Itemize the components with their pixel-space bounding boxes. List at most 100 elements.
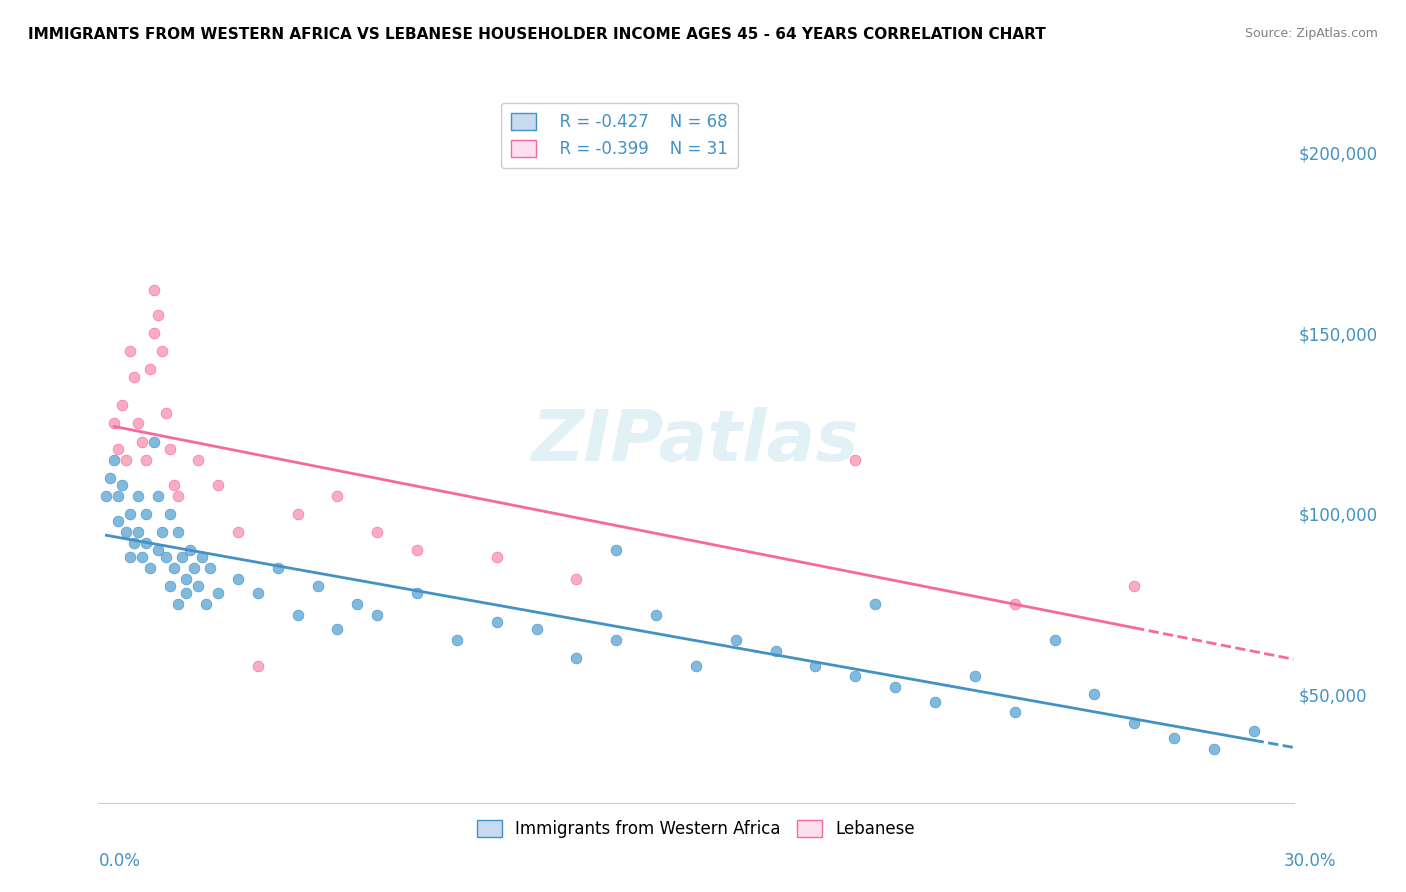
Point <box>135 507 157 521</box>
Point <box>143 434 166 449</box>
Point <box>924 695 946 709</box>
Point <box>120 344 142 359</box>
Point <box>159 442 181 456</box>
Point <box>685 658 707 673</box>
Point <box>1202 741 1225 756</box>
Point <box>155 406 177 420</box>
Point <box>1004 597 1026 611</box>
Point <box>765 644 787 658</box>
Point <box>143 326 166 340</box>
Point <box>96 489 118 503</box>
Point <box>103 417 125 431</box>
Point <box>406 542 429 557</box>
Text: Source: ZipAtlas.com: Source: ZipAtlas.com <box>1244 27 1378 40</box>
Point <box>267 561 290 575</box>
Point <box>307 579 329 593</box>
Point <box>115 452 138 467</box>
Point <box>246 658 269 673</box>
Point <box>155 550 177 565</box>
Point <box>143 283 166 297</box>
Point <box>163 561 186 575</box>
Point <box>183 561 205 575</box>
Point <box>187 579 209 593</box>
Point <box>1243 723 1265 738</box>
Point <box>127 417 149 431</box>
Point <box>326 623 349 637</box>
Point <box>115 524 138 539</box>
Text: 0.0%: 0.0% <box>98 852 141 870</box>
Point <box>195 597 218 611</box>
Point <box>148 308 170 322</box>
Point <box>565 572 588 586</box>
Point <box>844 669 866 683</box>
Point <box>174 572 197 586</box>
Point <box>605 542 627 557</box>
Point <box>865 597 887 611</box>
Point <box>167 489 190 503</box>
Point <box>107 489 129 503</box>
Point <box>127 524 149 539</box>
Point <box>287 507 309 521</box>
Point <box>191 550 214 565</box>
Point <box>150 524 173 539</box>
Point <box>131 550 153 565</box>
Point <box>159 507 181 521</box>
Point <box>226 524 249 539</box>
Point <box>326 489 349 503</box>
Point <box>98 470 122 484</box>
Point <box>207 586 229 600</box>
Point <box>485 550 508 565</box>
Point <box>884 680 907 694</box>
Point <box>526 623 548 637</box>
Point <box>174 586 197 600</box>
Point <box>346 597 368 611</box>
Text: IMMIGRANTS FROM WESTERN AFRICA VS LEBANESE HOUSEHOLDER INCOME AGES 45 - 64 YEARS: IMMIGRANTS FROM WESTERN AFRICA VS LEBANE… <box>28 27 1046 42</box>
Text: ZIPatlas: ZIPatlas <box>533 407 859 476</box>
Point <box>107 514 129 528</box>
Point <box>198 561 221 575</box>
Point <box>1123 716 1146 731</box>
Point <box>1083 687 1105 701</box>
Point <box>287 607 309 622</box>
Point <box>124 535 146 549</box>
Point <box>366 607 388 622</box>
Point <box>226 572 249 586</box>
Point <box>187 452 209 467</box>
Point <box>446 633 468 648</box>
Text: 30.0%: 30.0% <box>1284 852 1336 870</box>
Point <box>565 651 588 665</box>
Point <box>485 615 508 630</box>
Point <box>139 362 162 376</box>
Point <box>645 607 668 622</box>
Point <box>107 442 129 456</box>
Point <box>963 669 986 683</box>
Point <box>605 633 627 648</box>
Point <box>127 489 149 503</box>
Point <box>120 550 142 565</box>
Point <box>150 344 173 359</box>
Point <box>1163 731 1185 745</box>
Point <box>724 633 747 648</box>
Point <box>124 369 146 384</box>
Point <box>804 658 827 673</box>
Point <box>120 507 142 521</box>
Point <box>1043 633 1066 648</box>
Point <box>163 478 186 492</box>
Point <box>103 452 125 467</box>
Point <box>844 452 866 467</box>
Point <box>167 597 190 611</box>
Point <box>148 542 170 557</box>
Point <box>135 452 157 467</box>
Point <box>366 524 388 539</box>
Point <box>139 561 162 575</box>
Point <box>179 542 201 557</box>
Point <box>131 434 153 449</box>
Point <box>207 478 229 492</box>
Point <box>246 586 269 600</box>
Point <box>1123 579 1146 593</box>
Point <box>159 579 181 593</box>
Point <box>172 550 194 565</box>
Point <box>135 535 157 549</box>
Point <box>167 524 190 539</box>
Point <box>111 478 134 492</box>
